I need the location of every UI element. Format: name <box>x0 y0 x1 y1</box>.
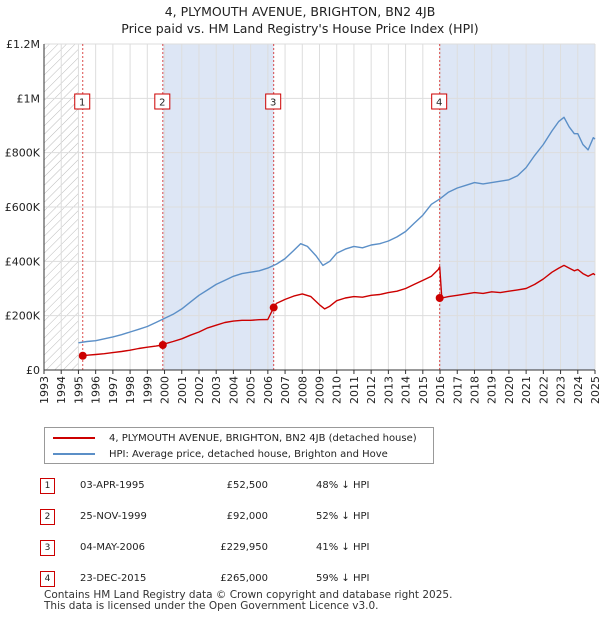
sale-price: £229,950 <box>220 542 268 553</box>
sale-label-box <box>74 93 91 110</box>
x-tick-label: 2016 <box>434 376 447 404</box>
x-tick-label: 2017 <box>451 376 464 404</box>
table-row: 1 03-APR-1995 £52,500 48% ↓ HPI <box>40 470 416 501</box>
y-tick-label: £800K <box>5 147 41 160</box>
x-tick-label: 2021 <box>520 376 533 404</box>
sale-number-badge: 1 <box>40 477 55 494</box>
table-row: 4 23-DEC-2015 £265,000 59% ↓ HPI <box>40 563 416 594</box>
sale-date: 23-DEC-2015 <box>80 573 147 584</box>
legend-item-hpi: HPI: Average price, detached house, Brig… <box>53 447 388 461</box>
legend-swatch-hpi <box>53 453 95 455</box>
x-tick-label: 1997 <box>107 376 120 404</box>
x-tick-label: 2004 <box>227 376 240 404</box>
x-tick-label: 2024 <box>572 376 585 404</box>
sale-label-number: 2 <box>159 98 165 109</box>
x-tick-label: 2015 <box>417 376 430 404</box>
x-tick-label: 2006 <box>262 376 275 404</box>
x-tick-label: 2013 <box>382 376 395 404</box>
property-price-line <box>82 264 596 357</box>
y-tick-label: £400K <box>5 255 41 268</box>
sale-number-badge: 2 <box>40 508 55 525</box>
y-tick-label: £1M <box>17 92 41 105</box>
y-tick-label: £1.2M <box>6 38 40 51</box>
sale-number-badge: 3 <box>40 539 55 556</box>
sale-date: 25-NOV-1999 <box>80 511 147 522</box>
x-tick-label: 2012 <box>365 376 378 404</box>
y-tick-label: £0 <box>26 364 40 377</box>
x-tick-label: 1995 <box>72 376 85 404</box>
sale-price: £52,500 <box>226 480 268 491</box>
hpi-line <box>78 116 596 344</box>
legend-item-property: 4, PLYMOUTH AVENUE, BRIGHTON, BN2 4JB (d… <box>53 431 417 445</box>
sale-label-number: 4 <box>436 98 442 109</box>
sale-label-box <box>431 93 448 110</box>
y-tick-label: £600K <box>5 201 41 214</box>
x-tick-label: 2002 <box>193 376 206 404</box>
x-tick-label: 2007 <box>279 376 292 404</box>
x-tick-label: 2014 <box>400 376 413 404</box>
x-tick-label: 2010 <box>331 376 344 404</box>
table-row: 3 04-MAY-2006 £229,950 41% ↓ HPI <box>40 532 416 563</box>
x-tick-label: 1998 <box>124 376 137 404</box>
x-tick-label: 2020 <box>503 376 516 404</box>
sale-hpi-diff: 48% ↓ HPI <box>316 480 370 491</box>
sale-point <box>158 341 167 350</box>
chart-title: 4, PLYMOUTH AVENUE, BRIGHTON, BN2 4JB <box>164 4 436 19</box>
sale-point <box>435 294 444 303</box>
sale-hpi-diff: 52% ↓ HPI <box>316 511 370 522</box>
sale-label-box <box>265 93 282 110</box>
footer: Contains HM Land Registry data © Crown c… <box>44 590 452 612</box>
legend-label-property: 4, PLYMOUTH AVENUE, BRIGHTON, BN2 4JB (d… <box>109 432 417 444</box>
x-tick-label: 2009 <box>314 376 327 404</box>
x-tick-label: 2018 <box>468 376 481 404</box>
sale-date: 03-APR-1995 <box>80 480 145 491</box>
x-tick-label: 1994 <box>55 376 68 404</box>
y-tick-label: £200K <box>5 310 41 323</box>
legend-swatch-property <box>53 437 95 439</box>
sale-hpi-diff: 59% ↓ HPI <box>316 573 370 584</box>
x-tick-label: 2023 <box>555 376 568 404</box>
sale-label-number: 1 <box>79 98 85 109</box>
sale-date: 04-MAY-2006 <box>80 542 146 553</box>
sales-table: 1 03-APR-1995 £52,500 48% ↓ HPI 2 25-NOV… <box>40 470 416 594</box>
x-tick-label: 2025 <box>589 376 600 404</box>
x-tick-label: 1996 <box>90 376 103 404</box>
x-tick-label: 2022 <box>537 376 550 404</box>
sale-point <box>269 303 278 312</box>
sale-label-box <box>154 93 171 110</box>
x-tick-label: 2001 <box>176 376 189 404</box>
x-tick-label: 2000 <box>159 376 172 404</box>
legend-label-hpi: HPI: Average price, detached house, Brig… <box>109 448 388 460</box>
table-row: 2 25-NOV-1999 £92,000 52% ↓ HPI <box>40 501 416 532</box>
x-tick-label: 2011 <box>348 376 361 404</box>
sale-hpi-diff: 41% ↓ HPI <box>316 542 370 553</box>
x-tick-label: 2003 <box>210 376 223 404</box>
footer-copyright: Contains HM Land Registry data © Crown c… <box>44 589 453 601</box>
x-tick-label: 2019 <box>486 376 499 404</box>
footer-licence: This data is licensed under the Open Gov… <box>44 600 379 612</box>
chart-legend: 4, PLYMOUTH AVENUE, BRIGHTON, BN2 4JB (d… <box>44 427 434 464</box>
chart-subtitle: Price paid vs. HM Land Registry's House … <box>121 21 479 36</box>
x-tick-label: 1993 <box>38 376 51 404</box>
sale-price: £92,000 <box>226 511 268 522</box>
sale-point <box>78 351 87 360</box>
sale-price: £265,000 <box>220 573 268 584</box>
x-tick-label: 2008 <box>296 376 309 404</box>
price-chart: 1 2 3 4 £0 £200K £400K £600K £800K £1M £1.2M 1993 1… <box>5 38 600 404</box>
sale-label-number: 3 <box>270 98 276 109</box>
x-tick-label: 1999 <box>141 376 154 404</box>
x-tick-label: 2005 <box>245 376 258 404</box>
sale-number-badge: 4 <box>40 570 55 587</box>
